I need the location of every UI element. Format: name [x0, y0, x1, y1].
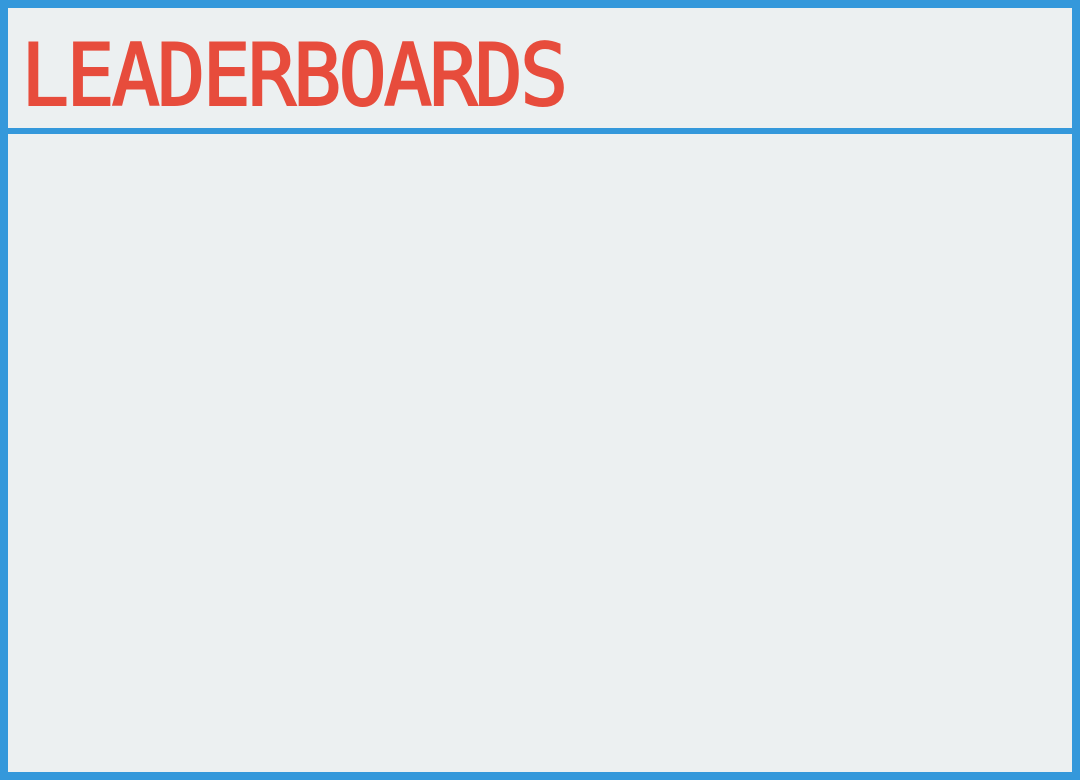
leaderboard-list-area — [8, 134, 1072, 772]
panel-header: LEADERBOARDS — [8, 8, 1072, 134]
page-title: LEADERBOARDS — [20, 25, 569, 127]
